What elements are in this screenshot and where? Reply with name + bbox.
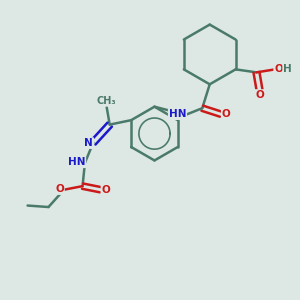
Text: O: O bbox=[222, 109, 230, 119]
Text: O: O bbox=[55, 184, 64, 194]
Text: HN: HN bbox=[68, 157, 85, 167]
Text: O: O bbox=[101, 185, 110, 195]
Text: HN: HN bbox=[169, 109, 186, 119]
Text: H: H bbox=[283, 64, 292, 74]
Text: CH₃: CH₃ bbox=[97, 96, 116, 106]
Text: O: O bbox=[255, 90, 264, 100]
Text: O: O bbox=[274, 64, 283, 74]
Text: N: N bbox=[84, 138, 93, 148]
